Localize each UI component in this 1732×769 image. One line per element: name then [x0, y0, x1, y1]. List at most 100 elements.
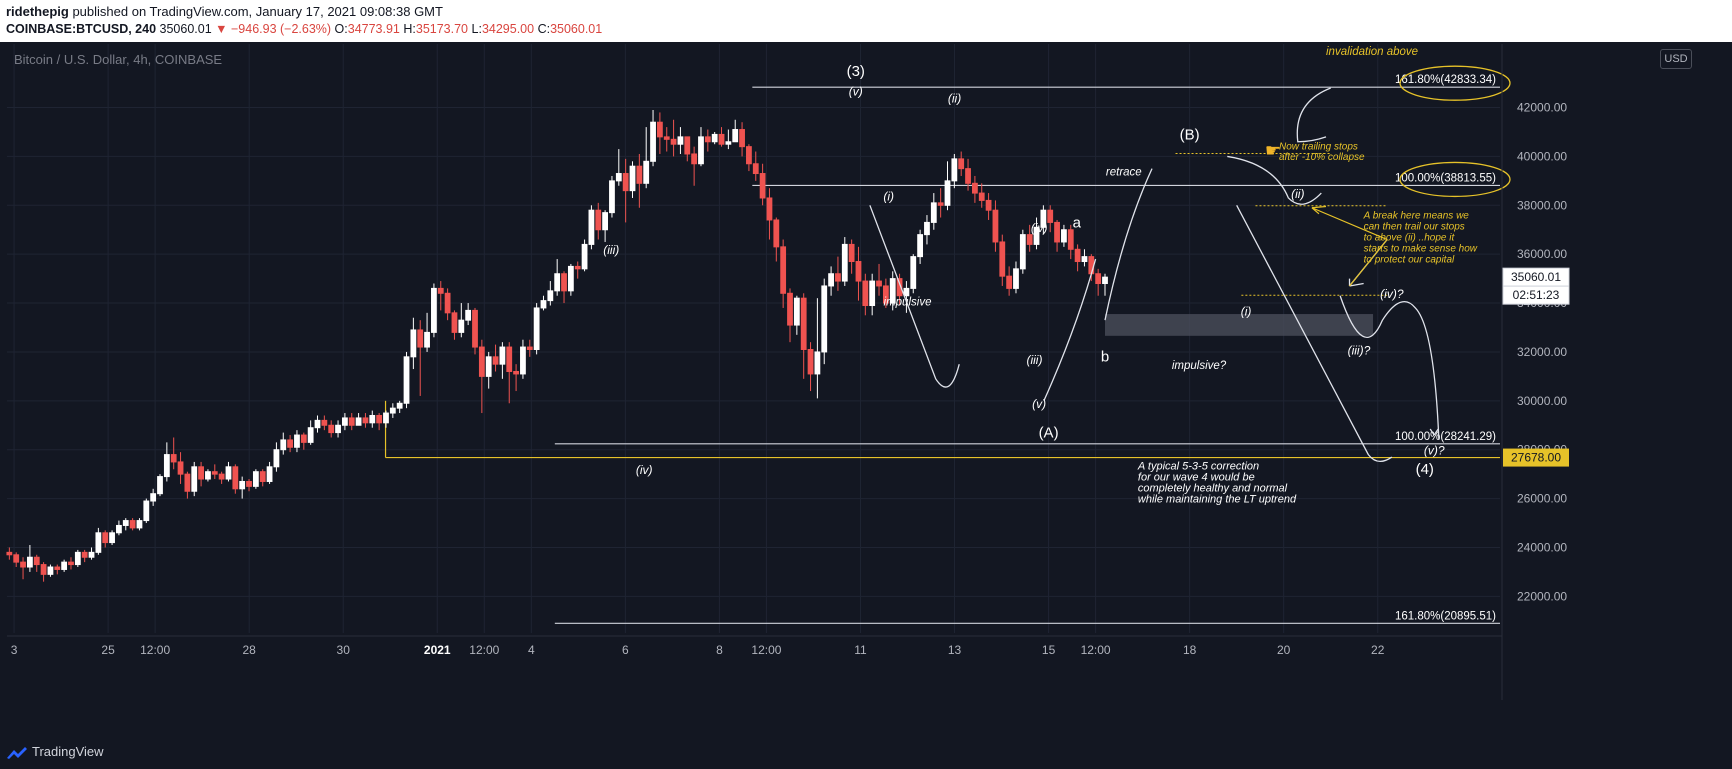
candle-body: [903, 287, 910, 297]
wave-label: (v): [1032, 397, 1046, 411]
candle-body: [862, 280, 869, 307]
candle-body: [26, 556, 33, 568]
candle-body: [246, 480, 252, 487]
support-price-badge-bg: [1503, 448, 1569, 467]
candle-body: [561, 273, 567, 292]
candle-body: [1088, 256, 1095, 275]
candle-body: [478, 346, 485, 377]
candle-body: [684, 136, 691, 155]
wave-label: (i): [883, 189, 894, 203]
candle-body: [965, 168, 971, 184]
last-price-badge: 35060.01: [1511, 270, 1561, 284]
correction-arrow: [1236, 204, 1393, 462]
price-tick-label: 36000.00: [1517, 247, 1567, 261]
candle-body: [177, 461, 184, 475]
candle-body: [1033, 226, 1040, 245]
candle-body: [1040, 209, 1047, 228]
candle-body: [280, 439, 287, 451]
candle-body: [122, 520, 129, 526]
candle-body: [294, 434, 300, 448]
break-arrow-line: [1349, 239, 1388, 287]
plot-area[interactable]: [7, 44, 1657, 700]
candle-body: [910, 256, 917, 289]
candle-body: [567, 265, 574, 292]
candle-body: [314, 419, 321, 429]
chart-title: Bitcoin / U.S. Dollar, 4h, COINBASE: [14, 52, 222, 67]
candle-body: [1102, 276, 1108, 285]
candle-body: [944, 180, 951, 206]
low-value: 34295.00: [481, 22, 535, 36]
candle-body: [136, 520, 143, 529]
candle-body: [581, 243, 588, 270]
candle-body: [622, 173, 629, 192]
candle-body: [848, 243, 855, 263]
candle-body: [95, 532, 102, 553]
low-label: L:: [471, 22, 482, 36]
candle-body: [896, 278, 903, 297]
price-tick-label: 40000.00: [1517, 149, 1567, 163]
candle-body: [150, 493, 157, 502]
candle-body: [718, 133, 725, 145]
candle-body: [1013, 268, 1019, 289]
candle-body: [362, 417, 369, 424]
drawings: ☛: [869, 65, 1511, 462]
pointing-hand-icon: ☛: [1265, 140, 1281, 160]
candle-body: [951, 158, 958, 182]
candle-body: [157, 476, 163, 495]
break-note-line: to protect our capital: [1364, 255, 1455, 266]
candle-body: [759, 173, 766, 199]
footer: TradingView: [0, 736, 1732, 769]
break-note-line: can then trail our stops: [1364, 222, 1465, 233]
wave-label: (v): [849, 84, 863, 98]
candle-body: [1054, 221, 1060, 243]
time-tick-label: 20: [1277, 643, 1291, 657]
highlight-ellipse: [1399, 161, 1511, 198]
candle-body: [1095, 273, 1102, 285]
candle-body: [930, 202, 937, 223]
candle-body: [670, 138, 677, 145]
candle-body: [1019, 234, 1026, 270]
wave-label: (3): [847, 63, 865, 80]
candle-body: [574, 265, 581, 270]
candle-body: [636, 165, 643, 184]
candle-body: [191, 466, 198, 492]
candle-body: [129, 520, 136, 529]
support-price-badge: 27678.00: [1511, 451, 1561, 465]
candle-body: [300, 434, 307, 443]
currency-badge[interactable]: USD: [1660, 49, 1692, 69]
candle-body: [198, 466, 204, 480]
open-label: O:: [334, 22, 348, 36]
author-name[interactable]: ridethepig: [6, 4, 69, 19]
highlight-ellipse: [1399, 65, 1511, 101]
candle-body: [1047, 209, 1054, 223]
candle-body: [609, 180, 615, 214]
candle-body: [807, 348, 814, 375]
candle-body: [369, 414, 376, 424]
candle-body: [252, 471, 259, 487]
candle-body: [287, 439, 294, 448]
candle-body: [444, 292, 451, 314]
wave-label: (iii): [1026, 353, 1042, 367]
candle-body: [417, 329, 424, 348]
invalidation-note: invalidation above: [1326, 46, 1418, 58]
footer-brand[interactable]: TradingView: [32, 744, 104, 759]
invalidation-arrow: [1296, 87, 1331, 143]
candle-body: [54, 566, 61, 570]
candle-body: [437, 287, 444, 294]
candle-body: [218, 473, 225, 480]
wave-label: (iii)?: [1348, 343, 1371, 357]
fib-level-label: 100.00%(38813.55): [1395, 172, 1496, 184]
time-tick-label: 8: [716, 643, 723, 657]
candle-body: [725, 141, 732, 145]
candle-body: [889, 278, 896, 304]
candle-body: [396, 402, 403, 409]
fib-levels: 161.80%(42833.34) 100.00%(38813.55) 100.00…: [384, 74, 1500, 624]
close-label: C:: [537, 22, 551, 36]
price-tick-label: 24000.00: [1517, 540, 1567, 554]
price-chart[interactable]: 161.80%(42833.34) 100.00%(38813.55) 100.00…: [0, 0, 1732, 736]
close-value: 35060.01: [550, 22, 603, 36]
time-tick-label: 12:00: [140, 643, 170, 657]
candle-body: [492, 356, 499, 365]
time-tick-label: 18: [1183, 643, 1197, 657]
candle-body: [232, 466, 239, 490]
